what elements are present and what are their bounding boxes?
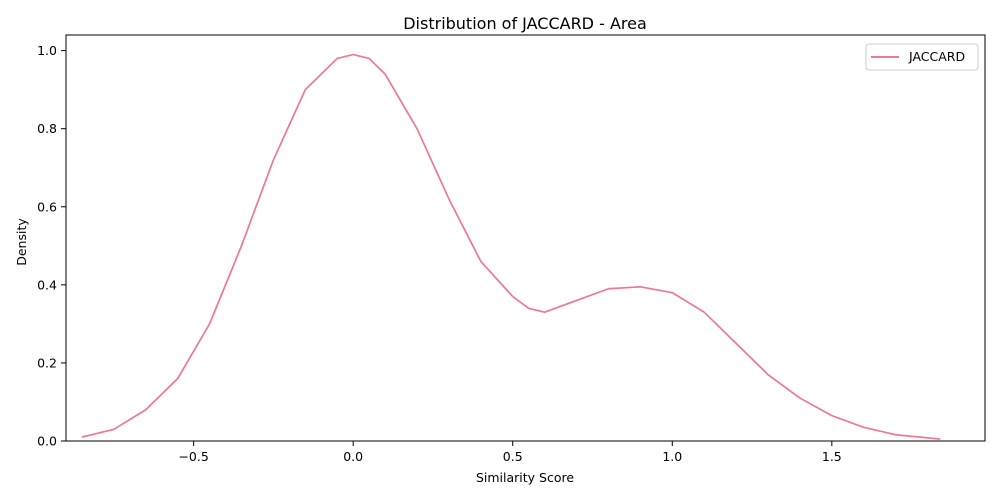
x-tick-label: −0.5 xyxy=(178,449,208,464)
x-axis-label: Similarity Score xyxy=(476,470,574,485)
x-tick-label: 0.5 xyxy=(503,449,523,464)
plot-frame xyxy=(65,34,986,442)
legend-label: JACCARD xyxy=(908,49,965,64)
x-tick-label: 1.5 xyxy=(822,449,842,464)
x-tick-label: 0.0 xyxy=(343,449,363,464)
x-axis: −0.5 0.0 0.5 1.0 1.5 xyxy=(178,441,842,464)
series-line-jaccard xyxy=(81,53,941,440)
y-axis-label: Density xyxy=(14,218,29,266)
y-tick-label: 0.2 xyxy=(37,355,57,370)
y-tick-label: 0.6 xyxy=(37,199,57,214)
x-tick-label: 1.0 xyxy=(662,449,682,464)
y-tick-label: 0.4 xyxy=(37,277,57,292)
legend-box xyxy=(865,43,979,71)
y-tick-label: 0.0 xyxy=(37,434,57,449)
plot-area xyxy=(65,34,986,442)
y-axis: 0.0 0.2 0.4 0.6 0.8 1.0 xyxy=(37,43,66,449)
y-tick-label: 0.8 xyxy=(37,121,57,136)
chart-title: Distribution of JACCARD - Area xyxy=(403,14,647,33)
y-tick-label: 1.0 xyxy=(37,43,57,58)
legend: JACCARD xyxy=(865,43,979,71)
